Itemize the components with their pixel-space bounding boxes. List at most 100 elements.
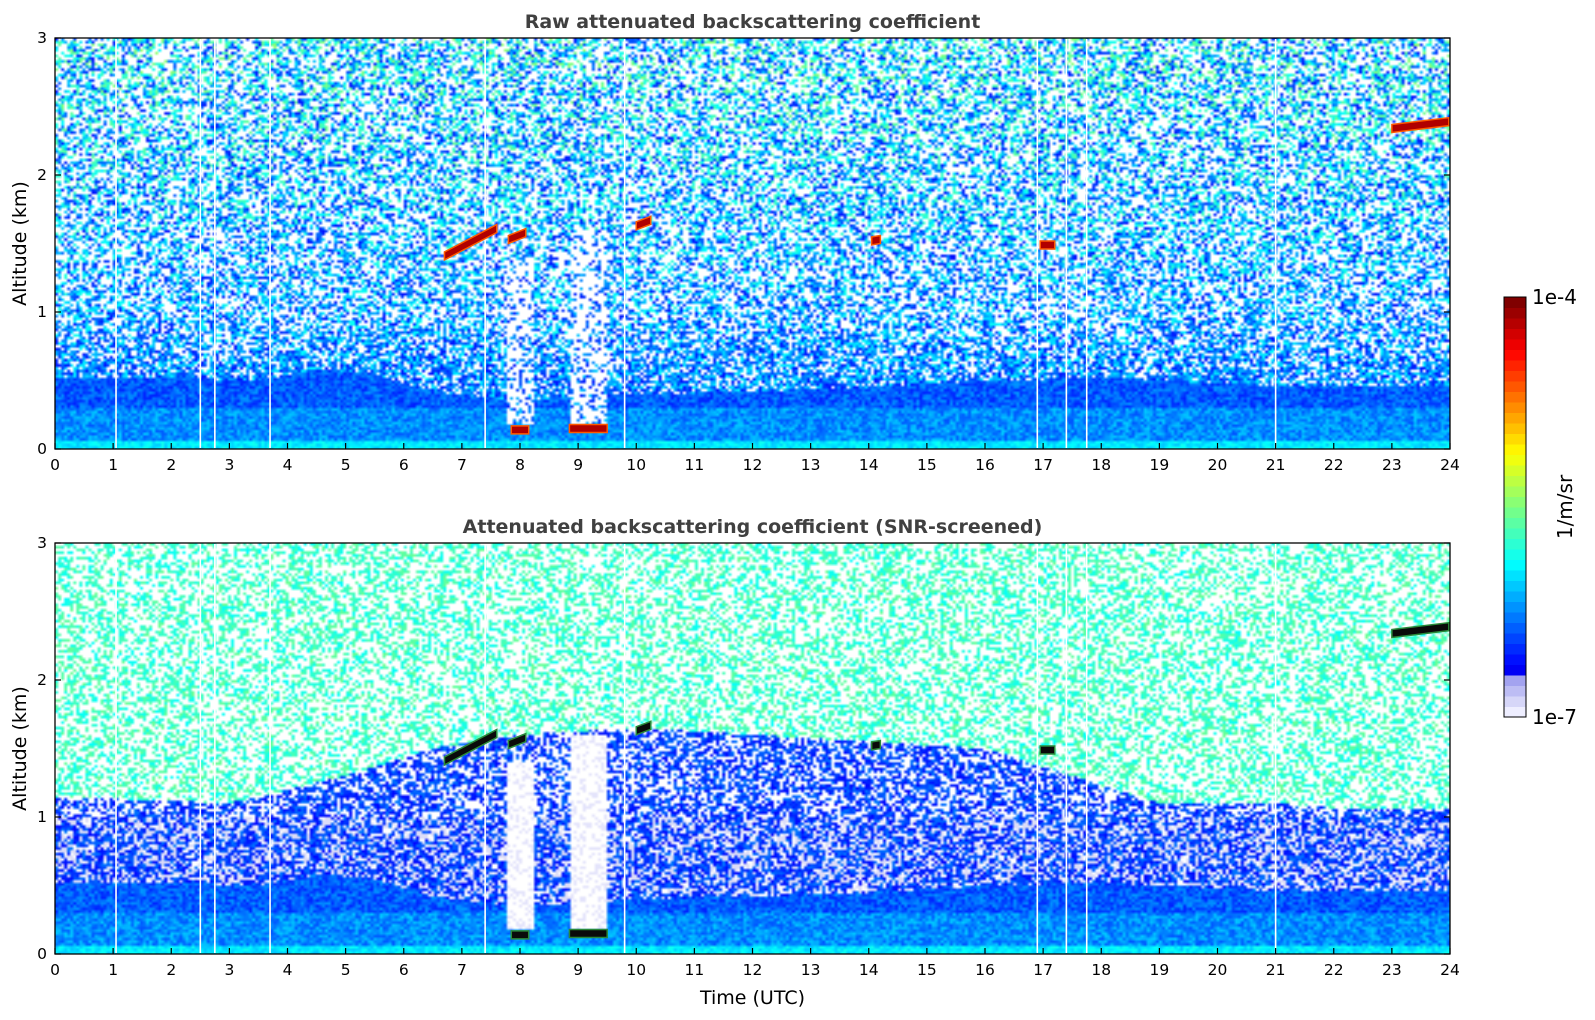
x-tick-label: 6 <box>399 961 409 979</box>
cloud-layer <box>507 732 527 750</box>
colorbar-swatch <box>1504 486 1526 497</box>
x-tick-label: 23 <box>1382 456 1402 474</box>
x-tick-label: 12 <box>743 456 763 474</box>
raw-backscatter-panel: 0 1 2 3 4 5 6 7 8 9 10 11 12 13 14 15 16 17 18 19 20 21 22 23 24… <box>9 11 1460 474</box>
cloud-layer <box>870 739 882 751</box>
x-tick-label: 1 <box>108 456 118 474</box>
colorbar-swatch <box>1504 549 1526 560</box>
cloud-layer <box>635 215 652 231</box>
colorbar-swatch <box>1504 570 1526 581</box>
cloud-layer <box>1391 621 1450 639</box>
y-tick-label: 0 <box>37 945 47 963</box>
colorbar-swatch <box>1504 538 1526 550</box>
colorbar-swatch <box>1504 496 1526 508</box>
x-tick-label: 13 <box>801 456 821 474</box>
colorbar-swatch <box>1504 297 1526 308</box>
cloud-layer <box>443 223 498 262</box>
colorbar-swatch <box>1504 402 1526 413</box>
colorbar-swatch <box>1504 370 1526 382</box>
x-tick-label: 3 <box>224 456 234 474</box>
x-tick-label: 12 <box>743 961 763 979</box>
x-tick-label: 9 <box>573 456 583 474</box>
panel-title: Raw attenuated backscattering coefficien… <box>525 11 981 33</box>
colorbar-swatch <box>1504 664 1526 676</box>
cloud-layer <box>568 423 608 434</box>
cloud-layer <box>1039 745 1056 755</box>
colorbar-swatch <box>1504 675 1526 686</box>
screened-backscatter-panel: 0 1 2 3 4 5 6 7 8 9 10 11 12 13 14 15 16 17 18 19 20 21 22 23 24… <box>9 516 1460 1009</box>
x-tick-label: 9 <box>573 961 583 979</box>
colorbar-swatch <box>1504 654 1526 665</box>
colorbar-swatch <box>1504 612 1526 623</box>
colorbar-swatch <box>1504 423 1526 434</box>
colorbar-swatch <box>1504 507 1526 518</box>
x-tick-label: 18 <box>1091 961 1111 979</box>
x-tick-label: 3 <box>224 961 234 979</box>
x-tick-label: 4 <box>283 456 293 474</box>
x-tick-label: 11 <box>685 456 705 474</box>
colorbar-swatch <box>1504 633 1526 644</box>
backscatter-heatmap <box>55 38 1450 449</box>
colorbar-swatch <box>1504 465 1526 476</box>
x-tick-label: 0 <box>50 961 60 979</box>
y-tick-label: 0 <box>37 440 47 458</box>
colorbar-min-label: 1e-7 <box>1532 705 1577 729</box>
x-tick-label: 8 <box>515 961 525 979</box>
x-tick-label: 5 <box>341 456 351 474</box>
colorbar-swatch <box>1504 318 1526 329</box>
x-tick-label: 15 <box>917 961 937 979</box>
x-tick-label: 19 <box>1150 456 1170 474</box>
x-tick-label: 18 <box>1091 456 1111 474</box>
x-tick-label: 20 <box>1208 456 1228 474</box>
x-tick-label: 13 <box>801 961 821 979</box>
y-axis-label: Altitude (km) <box>9 686 31 811</box>
colorbar-swatch <box>1504 706 1526 718</box>
colorbar-swatch <box>1504 591 1526 602</box>
x-tick-label: 24 <box>1440 456 1460 474</box>
x-tick-label: 20 <box>1208 961 1228 979</box>
x-tick-label: 23 <box>1382 961 1402 979</box>
x-tick-label: 7 <box>457 456 467 474</box>
colorbar-swatch <box>1504 528 1526 539</box>
colorbar-swatch <box>1504 360 1526 371</box>
panel-title: Attenuated backscattering coefficient (S… <box>463 516 1043 538</box>
y-tick-label: 3 <box>37 534 47 552</box>
x-tick-label: 16 <box>975 961 995 979</box>
cloud-layer <box>635 720 652 736</box>
colorbar-max-label: 1e-4 <box>1532 285 1577 309</box>
x-tick-label: 7 <box>457 961 467 979</box>
colorbar-swatch <box>1504 349 1526 361</box>
colorbar-swatch <box>1504 433 1526 445</box>
colorbar-swatch <box>1504 444 1526 455</box>
colorbar-swatch <box>1504 696 1526 707</box>
colorbar-swatch <box>1504 339 1526 350</box>
colorbar-swatch <box>1504 454 1526 466</box>
colorbar-swatch <box>1504 580 1526 592</box>
backscatter-heatmap <box>55 543 1450 954</box>
x-tick-label: 22 <box>1324 961 1344 979</box>
colorbar-swatch <box>1504 685 1526 697</box>
colorbar: 1e-4 1e-7 1/m/sr <box>1503 285 1577 729</box>
y-tick-label: 1 <box>37 303 47 321</box>
colorbar-swatch <box>1504 412 1526 424</box>
x-tick-label: 2 <box>166 456 176 474</box>
colorbar-swatch <box>1504 307 1526 319</box>
cloud-layer <box>510 930 530 940</box>
x-tick-label: 10 <box>626 961 646 979</box>
colorbar-swatch <box>1504 643 1526 655</box>
x-axis-label: Time (UTC) <box>699 987 805 1009</box>
x-tick-label: 24 <box>1440 961 1460 979</box>
y-tick-label: 2 <box>37 166 47 184</box>
x-tick-label: 21 <box>1266 961 1286 979</box>
x-tick-label: 16 <box>975 456 995 474</box>
x-tick-label: 22 <box>1324 456 1344 474</box>
x-tick-label: 1 <box>108 961 118 979</box>
x-tick-label: 17 <box>1033 961 1053 979</box>
x-tick-label: 19 <box>1150 961 1170 979</box>
colorbar-swatch <box>1504 475 1526 487</box>
cloud-layer <box>510 425 530 435</box>
x-tick-label: 0 <box>50 456 60 474</box>
cloud-layer <box>870 234 882 246</box>
x-tick-label: 14 <box>859 456 879 474</box>
